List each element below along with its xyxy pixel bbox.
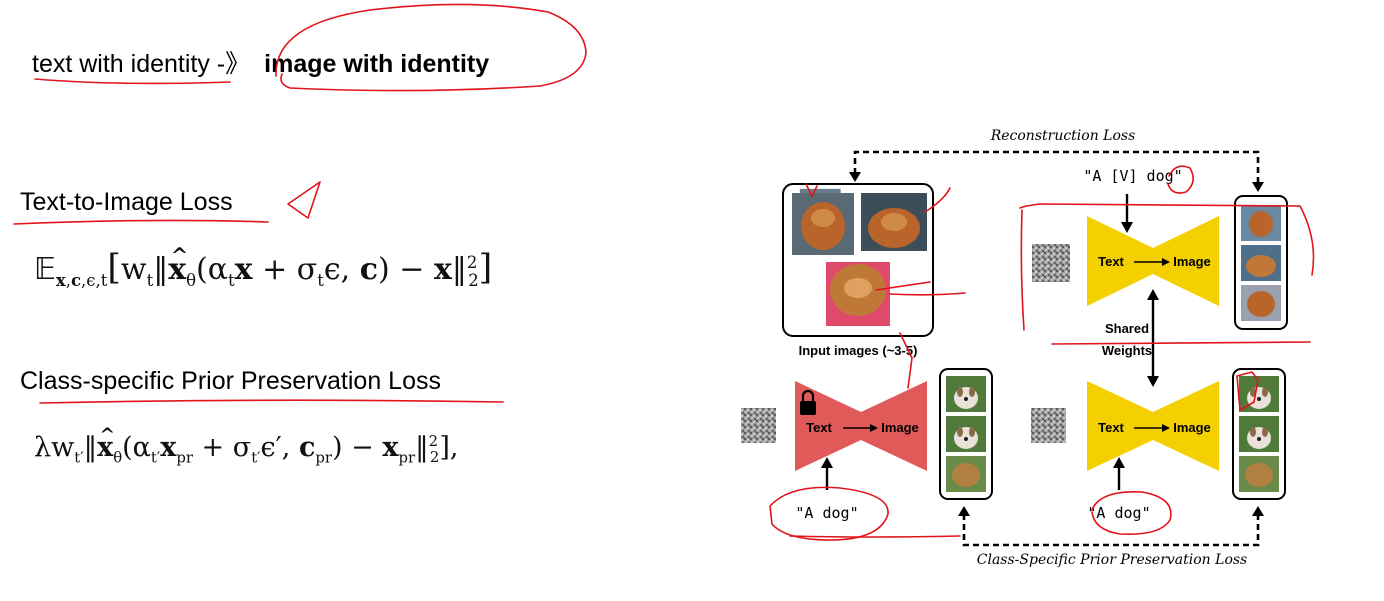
shared-weights-label-1: Shared [1105, 321, 1149, 336]
output-column-left [939, 368, 993, 500]
trainable-model-bottom [1087, 381, 1219, 471]
prompt-identity: "A [V] dog" [1083, 167, 1182, 185]
prior-loss-heading: Class-specific Prior Preservation Loss [20, 367, 441, 395]
model-top-text-label: Text [1098, 254, 1124, 269]
input-images-label: Input images (~3-5) [799, 343, 918, 358]
lock-icon [800, 389, 816, 415]
input-dog-photo-2 [861, 193, 927, 251]
title-bold: image with identity [264, 50, 490, 78]
slide-title: text with identity -》 image with identity [32, 44, 489, 80]
title-plain: text with identity -》 [32, 50, 251, 78]
prior-loss-label: Class-Specific Prior Preservation Loss [977, 552, 1248, 568]
prompt-class-left: "A dog" [795, 504, 858, 522]
model-frozen-text-label: Text [806, 420, 832, 435]
reconstruction-connector [853, 150, 1260, 184]
noise-icon [741, 408, 776, 443]
model-frozen-image-label: Image [881, 420, 919, 435]
model-top-image-label: Image [1173, 254, 1211, 269]
prompt-class-right: "A dog" [1087, 504, 1150, 522]
prior-connector [962, 514, 1260, 547]
output-column-top [1234, 195, 1288, 330]
noise-icon [1032, 244, 1070, 282]
frozen-model [795, 381, 927, 471]
prior-loss-equation: λwt′‖xθ(αt′xpr + σt′ϵ′, cpr) − xpr‖22], [34, 423, 458, 466]
trainable-model-top [1087, 216, 1219, 306]
t2i-loss-equation: 𝔼x,c,ϵ,t[wt‖xθ(αtx + σtϵ, c) − x‖22] [34, 243, 492, 290]
reconstruction-loss-label: Reconstruction Loss [990, 128, 1136, 144]
model-bottom-text-label: Text [1098, 420, 1124, 435]
input-dog-photo-1b [792, 193, 854, 255]
output-column-right [1232, 368, 1286, 500]
ink-annotations [13, 3, 1315, 541]
noise-icon [1031, 408, 1066, 443]
input-dog-photo-3 [826, 262, 890, 326]
model-bottom-image-label: Image [1173, 420, 1211, 435]
shared-weights-label-2: Weights [1102, 343, 1152, 358]
input-images-box [782, 183, 934, 337]
t2i-loss-heading: Text-to-Image Loss [20, 188, 233, 216]
